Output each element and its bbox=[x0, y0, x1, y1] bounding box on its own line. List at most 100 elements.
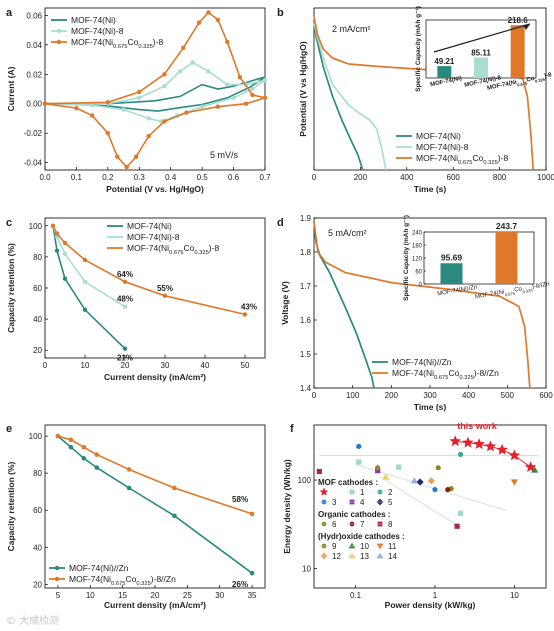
x-axis-label: Power density (kW/kg) bbox=[385, 600, 476, 610]
scatter-point bbox=[375, 467, 381, 474]
annotation: 2 mA/cm² bbox=[332, 24, 371, 34]
data-point bbox=[137, 95, 142, 101]
data-point bbox=[231, 95, 236, 101]
panel-letter: d bbox=[277, 217, 284, 229]
scatter-point bbox=[457, 510, 464, 516]
legend-label: MOF-74(Ni0.675Co0.325)-8//Zn bbox=[392, 368, 499, 381]
legend-label: MOF-74(Ni0.675Co0.325)-8 bbox=[71, 37, 163, 50]
x-tick-label: 0 bbox=[43, 361, 48, 370]
legend-label: 11 bbox=[388, 542, 397, 551]
data-point bbox=[124, 164, 129, 170]
legend-label: 14 bbox=[388, 552, 397, 561]
data-point bbox=[81, 456, 87, 461]
legend-label: MOF-74(Ni0.675Co0.325)-8 bbox=[416, 153, 508, 166]
x-axis-label: Time (s) bbox=[414, 402, 447, 412]
scatter-point bbox=[375, 465, 381, 471]
inset-value-label: 49.21 bbox=[434, 57, 455, 66]
data-point bbox=[115, 154, 120, 159]
panel-letter: a bbox=[6, 7, 13, 19]
data-point bbox=[82, 307, 88, 312]
legend-group-title: Organic cathodes : bbox=[318, 510, 390, 519]
x-tick-label: 30 bbox=[161, 361, 170, 370]
y-tick-label: 40 bbox=[33, 315, 42, 324]
x-tick-label: 40 bbox=[201, 361, 210, 370]
panel-letter: f bbox=[290, 423, 294, 435]
y-tick-label: 1.9 bbox=[300, 214, 312, 223]
panel-a: 0.0 0.1 0.2 0.3 0.4 0.5 0.6 0.7 -0.04 -0.02 0.00 0.… bbox=[6, 7, 271, 194]
data-point bbox=[262, 77, 268, 83]
this-work-star bbox=[449, 435, 461, 447]
plot-frame bbox=[313, 7, 547, 171]
data-point bbox=[206, 69, 211, 74]
annotation: 64% bbox=[117, 270, 133, 279]
inset-y-tick-label: 60 bbox=[415, 270, 422, 276]
panel-b: 0 200 400 600 800 1000 Time (s) Potential (V vs… bbox=[277, 6, 554, 194]
y-tick-label: -0.04 bbox=[24, 159, 43, 168]
y-tick-label: 100 bbox=[29, 432, 43, 441]
panel-d: 0 100 200 300 400 500 6001.41.51.61.71.81.9Tim… bbox=[277, 214, 553, 412]
data-point bbox=[162, 83, 167, 89]
data-point bbox=[121, 107, 126, 112]
this-work-star bbox=[484, 440, 497, 452]
scatter-point bbox=[457, 451, 464, 458]
x-tick-label: 0 bbox=[312, 391, 317, 400]
annotation: 21% bbox=[117, 354, 133, 363]
y-axis-label: Current (A) bbox=[6, 66, 16, 111]
y-tick-label: 0.00 bbox=[26, 100, 42, 109]
y-tick-label: 20 bbox=[33, 346, 42, 355]
y-tick-label: 0.04 bbox=[26, 41, 42, 50]
legend-marker bbox=[348, 552, 356, 559]
guide-line bbox=[379, 476, 460, 527]
legend-marker bbox=[54, 576, 60, 582]
series-2-line bbox=[44, 11, 269, 169]
data-point bbox=[94, 465, 100, 470]
legend-label: 8 bbox=[388, 520, 393, 529]
x-tick-label: 30 bbox=[215, 591, 224, 600]
data-point bbox=[243, 101, 249, 106]
series-1-line bbox=[313, 221, 531, 389]
legend-marker bbox=[376, 543, 384, 550]
scatter-point bbox=[410, 477, 418, 484]
legend-label: MOF-74(Ni) bbox=[127, 221, 172, 231]
x-tick-label: 15 bbox=[118, 591, 127, 600]
plot-frame bbox=[313, 424, 547, 589]
x-tick-label: 1000 bbox=[537, 173, 554, 182]
series-1-line bbox=[57, 435, 253, 515]
legend-marker bbox=[54, 565, 60, 571]
y-tick-label: 1.7 bbox=[300, 282, 312, 291]
data-point bbox=[105, 130, 111, 136]
legend-marker bbox=[348, 542, 356, 549]
data-point bbox=[55, 433, 61, 439]
scatter-point bbox=[356, 459, 362, 465]
x-tick-label: 0.5 bbox=[197, 173, 209, 182]
legend-label: 7 bbox=[360, 520, 365, 529]
this-work-star bbox=[462, 436, 474, 448]
data-point bbox=[225, 39, 230, 45]
x-tick-label: 0.0 bbox=[39, 173, 51, 182]
inset-y-label: Specific Capacity (mAh g⁻¹) bbox=[415, 6, 422, 92]
y-tick-label: 1.6 bbox=[300, 316, 312, 325]
scatter-point bbox=[435, 465, 441, 471]
data-point bbox=[146, 133, 151, 139]
legend-label: 12 bbox=[332, 552, 341, 561]
inset-bar bbox=[437, 66, 452, 78]
x-tick-label: 800 bbox=[493, 173, 507, 182]
x-tick-label: 50 bbox=[241, 361, 250, 370]
x-tick-label: 600 bbox=[539, 391, 553, 400]
x-tick-label: 400 bbox=[462, 391, 476, 400]
data-point bbox=[250, 86, 255, 92]
x-tick-label: 1 bbox=[433, 591, 438, 600]
data-point bbox=[82, 257, 88, 263]
legend-marker bbox=[56, 39, 62, 45]
legend-label: 4 bbox=[360, 498, 365, 507]
x-tick-label: 20 bbox=[151, 591, 160, 600]
panel-letter: c bbox=[6, 217, 12, 229]
y-tick-label: 80 bbox=[33, 469, 42, 478]
x-tick-label: 5 bbox=[56, 591, 61, 600]
legend-group-title: (Hydr)oxide cathodes : bbox=[318, 532, 405, 541]
y-tick-label: -0.02 bbox=[24, 129, 43, 138]
x-tick-label: 0 bbox=[312, 173, 317, 182]
legend-label: MOF-74(Ni0.675Co0.325)-8//Zn bbox=[69, 574, 176, 587]
x-tick-label: 0.1 bbox=[71, 173, 83, 182]
series-0-line bbox=[313, 221, 375, 389]
